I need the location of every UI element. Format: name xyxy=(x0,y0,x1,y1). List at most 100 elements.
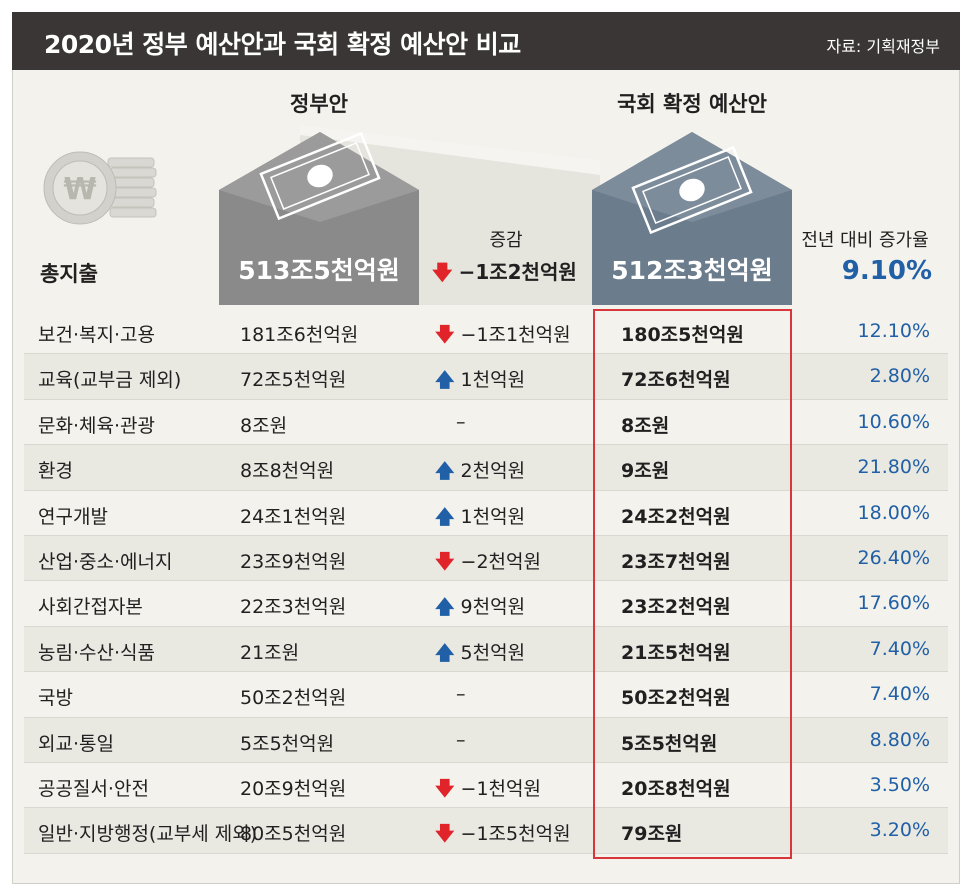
change-cell: 🡇 −1조1천억원 xyxy=(435,320,571,353)
government-total: 513조5천억원 xyxy=(238,256,400,285)
change-value: −1조1천억원 xyxy=(460,324,571,346)
national-assembly-budget-box xyxy=(592,132,792,305)
growth-rate-value: 10.60% xyxy=(857,410,930,433)
government-value: 50조2천억원 xyxy=(240,687,347,710)
change-value: −1천억원 xyxy=(460,777,541,800)
table-row: 교육(교부금 제외) 72조5천억원 🡅 1천억원 72조6천억원 2.80% xyxy=(24,354,948,400)
category-name: 외교·통일 xyxy=(38,732,114,755)
national-assembly-value: 5조5천억원 xyxy=(621,732,718,755)
change-cell: 🡅 5천억원 xyxy=(435,638,525,671)
table-row: 외교·통일 5조5천억원 – 5조5천억원 8.80% xyxy=(24,717,948,763)
growth-rate-value: 12.10% xyxy=(857,320,930,342)
government-value: 181조6천억원 xyxy=(240,324,359,346)
government-value: 8조원 xyxy=(240,414,288,437)
change-cell: 🡇 −1천억원 xyxy=(435,774,541,807)
banknote-icon xyxy=(631,145,753,235)
government-column-header: 정부안 xyxy=(290,92,348,116)
national-assembly-value: 24조2천억원 xyxy=(621,505,731,528)
table-row: 연구개발 24조1천억원 🡅 1천억원 24조2천억원 18.00% xyxy=(24,491,948,536)
change-value: −1조5천억원 xyxy=(460,823,571,846)
table-row: 사회간접자본 22조3천억원 🡅 9천억원 23조2천억원 17.60% xyxy=(24,581,948,627)
national-assembly-value: 9조원 xyxy=(621,460,670,483)
national-assembly-column-header: 국회 확정 예산안 xyxy=(617,92,767,116)
banknote-icon xyxy=(259,131,381,221)
government-value: 22조3천억원 xyxy=(240,596,347,619)
government-value: 72조5천억원 xyxy=(240,369,347,392)
svg-text:₩: ₩ xyxy=(63,172,96,207)
national-assembly-highlight xyxy=(593,309,792,859)
government-value: 24조1천억원 xyxy=(240,505,347,528)
national-assembly-value: 20조8천억원 xyxy=(621,777,731,800)
arrow-up-icon: 🡅 xyxy=(435,369,455,392)
table-row: 보건·복지·고용 181조6천억원 🡇 −1조1천억원 180조5천억원 12.10% xyxy=(24,309,948,355)
growth-rate-value: 3.20% xyxy=(869,819,930,842)
table-row: 농림·수산·식품 21조원 🡅 5천억원 21조5천억원 7.40% xyxy=(24,626,948,673)
category-name: 연구개발 xyxy=(38,505,108,528)
change-column-header: 증감 xyxy=(489,230,523,251)
category-name: 공공질서·안전 xyxy=(38,777,149,800)
growth-rate-value: 8.80% xyxy=(869,728,930,751)
government-value: 8조8천억원 xyxy=(240,460,335,483)
arrow-down-icon: 🡇 xyxy=(435,550,455,573)
table-row: 공공질서·안전 20조9천억원 🡇 −1천억원 20조8천억원 3.50% xyxy=(24,763,948,809)
arrow-up-icon: 🡅 xyxy=(435,460,455,483)
category-name: 문화·체육·관광 xyxy=(38,414,155,437)
category-name: 보건·복지·고용 xyxy=(38,324,155,346)
growth-rate-value: 3.50% xyxy=(869,773,930,796)
arrow-up-icon: 🡅 xyxy=(435,596,455,619)
total-label: 총지출 xyxy=(40,262,98,286)
change-cell: – xyxy=(456,729,466,751)
change-cell: – xyxy=(456,411,466,433)
chart-title: 2020년 정부 예산안과 국회 확정 예산안 비교 xyxy=(44,30,521,59)
government-budget-box xyxy=(219,131,419,305)
table-row: 문화·체육·관광 8조원 – 8조원 10.60% xyxy=(24,400,948,446)
change-cell: 🡇 −2천억원 xyxy=(435,547,541,580)
table-row: 환경 8조8천억원 🡅 2천억원 9조원 21.80% xyxy=(24,445,948,491)
growth-rate-value: 21.80% xyxy=(857,456,930,479)
arrow-up-icon: 🡅 xyxy=(435,505,455,528)
national-assembly-value: 180조5천억원 xyxy=(621,324,744,346)
total-change: 🡇 −1조2천억원 xyxy=(432,256,577,292)
national-assembly-value: 79조원 xyxy=(621,823,683,846)
growth-rate-value: 2.80% xyxy=(869,365,930,388)
change-value: – xyxy=(456,683,466,706)
change-cell: 🡅 1천억원 xyxy=(435,365,525,398)
government-value: 23조9천억원 xyxy=(240,550,347,573)
national-assembly-value: 21조5천억원 xyxy=(621,641,731,664)
budget-table: 보건·복지·고용 181조6천억원 🡇 −1조1천억원 180조5천억원 12.10% 교육… xyxy=(24,309,948,854)
title-bar: 2020년 정부 예산안과 국회 확정 예산안 비교 자료: 기획재정부 xyxy=(12,12,960,70)
category-name: 일반·지방행정(교부세 제외) xyxy=(38,823,258,846)
arrow-down-icon: 🡇 xyxy=(435,823,455,846)
table-row: 산업·중소·에너지 23조9천억원 🡇 −2천억원 23조7천억원 26.40% xyxy=(24,535,948,582)
change-value: 1천억원 xyxy=(460,505,526,528)
arrow-down-icon: 🡇 xyxy=(435,324,455,346)
change-value: −2천억원 xyxy=(460,550,541,573)
national-assembly-value: 23조7천억원 xyxy=(621,550,731,573)
category-name: 교육(교부금 제외) xyxy=(38,369,182,392)
change-value: 9천억원 xyxy=(460,596,526,619)
total-growth-rate: 9.10% xyxy=(841,256,932,286)
won-coin-stack-icon: ₩ xyxy=(43,151,157,225)
category-name: 농림·수산·식품 xyxy=(38,641,155,664)
change-cell: 🡇 −1조5천억원 xyxy=(435,819,571,852)
growth-rate-value: 18.00% xyxy=(857,501,930,524)
change-cell: – xyxy=(456,683,466,705)
national-assembly-value: 8조원 xyxy=(621,414,670,437)
total-change-value: −1조2천억원 xyxy=(458,260,577,284)
category-name: 국방 xyxy=(38,687,73,710)
change-value: 2천억원 xyxy=(460,460,526,483)
growth-rate-value: 7.40% xyxy=(869,637,930,660)
change-value: 1천억원 xyxy=(460,369,526,392)
change-cell: 🡅 9천억원 xyxy=(435,592,525,625)
change-cell: 🡅 1천억원 xyxy=(435,502,525,535)
table-row: 일반·지방행정(교부세 제외) 80조5천억원 🡇 −1조5천억원 79조원 3.20% xyxy=(24,808,948,854)
change-value: – xyxy=(456,728,466,751)
category-name: 산업·중소·에너지 xyxy=(38,550,173,573)
national-assembly-total: 512조3천억원 xyxy=(611,256,773,285)
growth-column-header: 전년 대비 증가율 xyxy=(801,230,929,251)
change-value: – xyxy=(456,410,466,433)
category-name: 환경 xyxy=(38,460,73,483)
national-assembly-value: 72조6천억원 xyxy=(621,369,731,392)
arrow-up-icon: 🡅 xyxy=(435,641,455,664)
